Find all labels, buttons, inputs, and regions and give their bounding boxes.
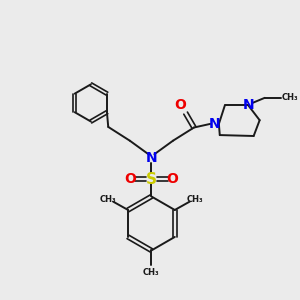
Text: N: N: [146, 151, 157, 165]
Text: CH₃: CH₃: [143, 268, 160, 277]
Text: O: O: [167, 172, 178, 186]
Text: CH₃: CH₃: [99, 195, 116, 204]
Text: O: O: [124, 172, 136, 186]
Text: O: O: [174, 98, 186, 112]
Text: N: N: [242, 98, 254, 112]
Text: CH₃: CH₃: [282, 93, 298, 102]
Text: N: N: [208, 117, 220, 131]
Text: S: S: [146, 172, 157, 187]
Text: CH₃: CH₃: [187, 195, 203, 204]
